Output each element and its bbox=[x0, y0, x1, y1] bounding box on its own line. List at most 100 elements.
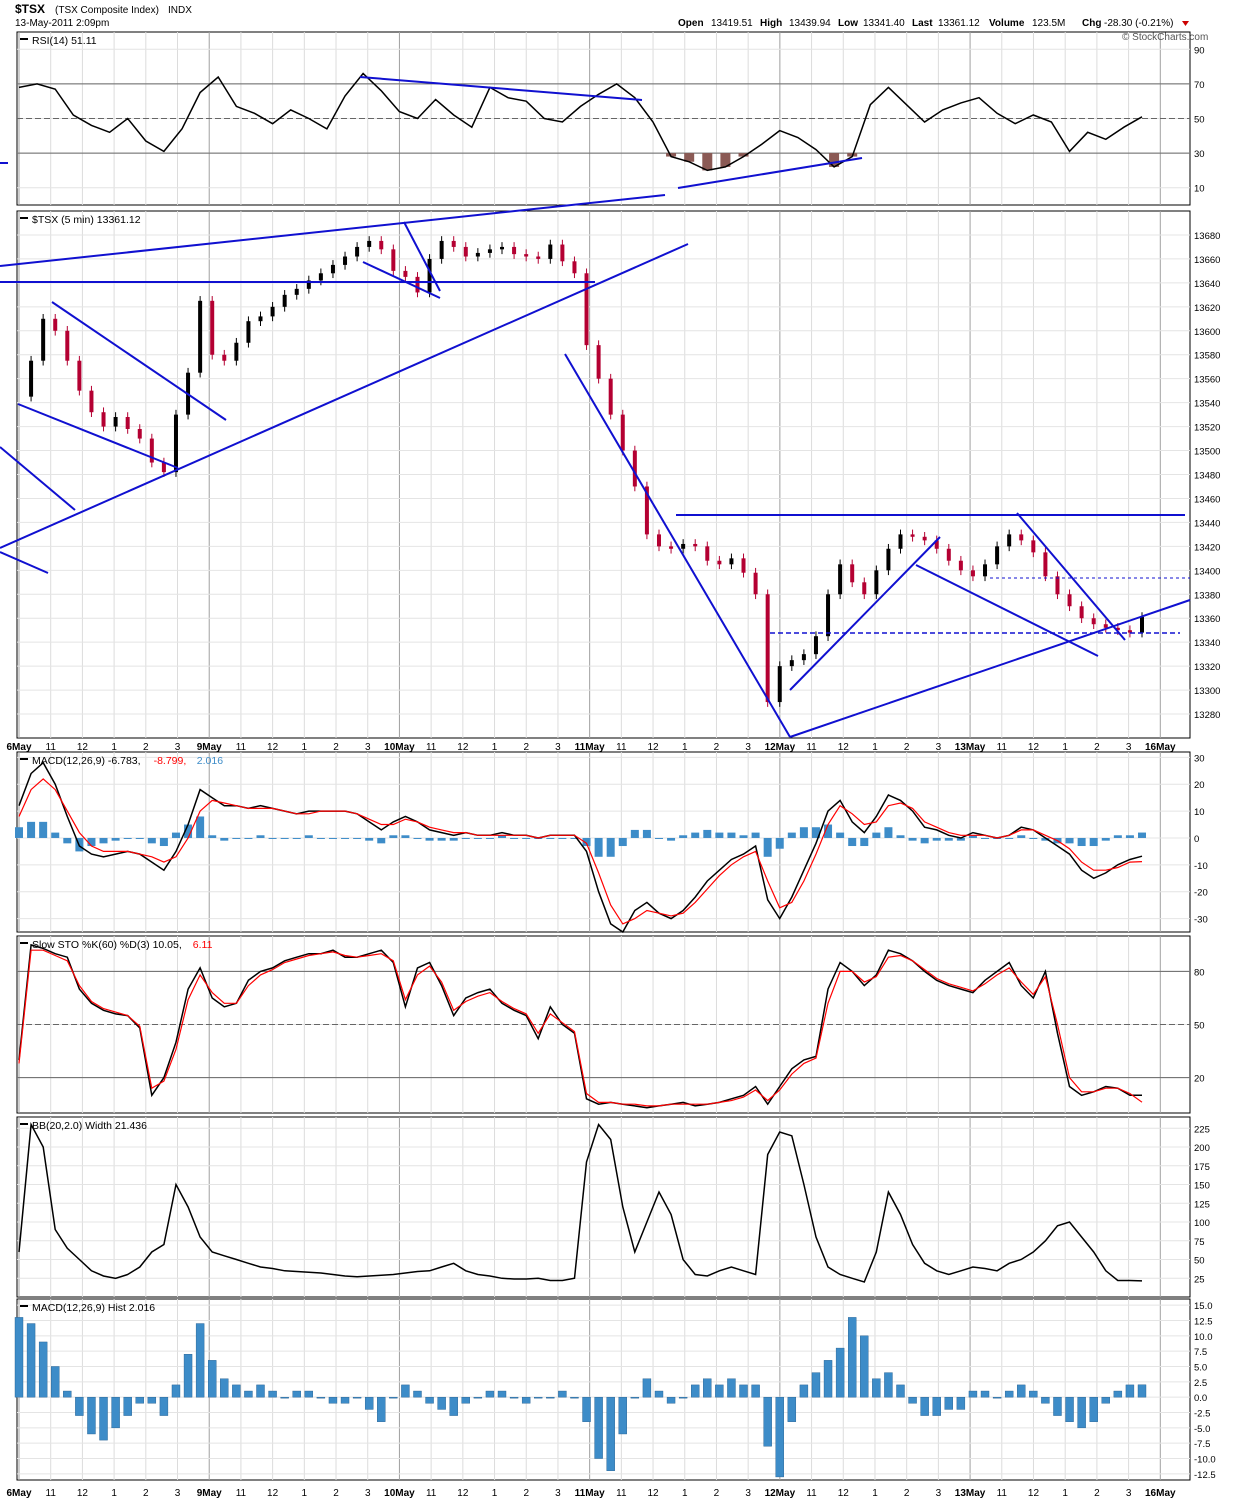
candle-body bbox=[403, 270, 408, 277]
x-tick-label: 11May bbox=[575, 742, 605, 753]
macd-histogram-bar bbox=[292, 837, 301, 839]
candle-body bbox=[693, 543, 698, 547]
histogram-bar bbox=[1101, 1396, 1110, 1404]
histogram-bar bbox=[1125, 1384, 1135, 1398]
candle-body bbox=[656, 534, 661, 547]
candle-body bbox=[475, 252, 480, 257]
candle-body bbox=[753, 572, 758, 595]
panel-frame bbox=[16, 751, 1191, 933]
candle-body bbox=[463, 246, 468, 257]
x-tick-label: 12 bbox=[77, 1488, 89, 1499]
histogram-bar bbox=[195, 1323, 205, 1398]
macd-histogram-bar bbox=[461, 837, 470, 839]
x-tick-label: 2 bbox=[714, 742, 720, 753]
trendline bbox=[0, 194, 666, 267]
y-tick-label: 13500 bbox=[1194, 447, 1220, 458]
candle-body bbox=[125, 417, 130, 429]
y-tick-label: 200 bbox=[1194, 1143, 1210, 1154]
y-tick-label: 50 bbox=[1194, 1021, 1205, 1032]
x-tick-label: 6May bbox=[6, 742, 31, 753]
x-tick-label: 3 bbox=[745, 742, 751, 753]
candle-body bbox=[439, 240, 444, 259]
y-tick-label: 10 bbox=[1194, 807, 1205, 818]
macd-histogram-bar bbox=[824, 824, 833, 838]
candle-body bbox=[958, 560, 963, 571]
candle-body bbox=[1067, 594, 1072, 607]
candle-body bbox=[983, 564, 988, 577]
y-tick-label: 13580 bbox=[1194, 351, 1220, 362]
histogram-bar bbox=[328, 1396, 338, 1404]
macd-histogram-bar bbox=[606, 837, 615, 857]
y-tick-label: 50 bbox=[1194, 1256, 1205, 1267]
macd-histogram-bar bbox=[1041, 837, 1050, 841]
candle-body bbox=[946, 548, 951, 561]
legend-swatch bbox=[20, 758, 28, 760]
candle-body bbox=[161, 462, 166, 473]
macd-histogram-bar bbox=[220, 837, 229, 841]
macd-histogram-bar bbox=[920, 837, 929, 844]
x-tick-label: 1 bbox=[872, 1488, 878, 1499]
candle-body bbox=[29, 360, 34, 397]
y-tick-label: 5.0 bbox=[1194, 1362, 1207, 1373]
candle-body bbox=[584, 273, 589, 346]
candle-body bbox=[77, 360, 82, 391]
histogram-bar bbox=[618, 1396, 627, 1435]
histogram-bar bbox=[751, 1384, 760, 1398]
candle-body bbox=[729, 558, 734, 565]
macd-histogram-bar bbox=[703, 829, 712, 838]
datetime: 13-May-2011 2:09pm bbox=[15, 18, 109, 29]
candle-body bbox=[198, 300, 203, 373]
histogram-bar bbox=[220, 1378, 229, 1398]
macd-histogram-bar bbox=[304, 835, 313, 838]
histogram-bar bbox=[437, 1396, 446, 1410]
candle-body bbox=[210, 300, 215, 355]
high-label: High bbox=[760, 18, 782, 29]
y-tick-label: 13480 bbox=[1194, 471, 1220, 482]
histogram-bar bbox=[944, 1396, 953, 1410]
macd-histogram-bar bbox=[896, 835, 905, 838]
x-tick-label: 16May bbox=[1145, 742, 1176, 753]
histogram-bar bbox=[920, 1396, 929, 1416]
histogram-bar bbox=[1137, 1384, 1147, 1398]
histogram-bar bbox=[992, 1396, 1002, 1399]
candle-body bbox=[415, 276, 420, 293]
candle-body bbox=[53, 318, 58, 331]
macd-histogram-bar bbox=[1029, 837, 1038, 839]
macd-histogram-bar bbox=[353, 837, 362, 839]
x-tick-label: 12 bbox=[457, 1488, 469, 1499]
y-tick-label: 13620 bbox=[1194, 303, 1220, 314]
candle-body bbox=[379, 240, 384, 250]
legend-text: RSI(14) 51.11 bbox=[32, 35, 97, 47]
series-line bbox=[18, 943, 1143, 1109]
legend-swatch bbox=[20, 1123, 28, 1125]
chg-value: -28.30 (-0.21%) bbox=[1104, 18, 1173, 29]
last-value: 13361.12 bbox=[938, 18, 980, 29]
macd-histogram-bar bbox=[968, 835, 977, 838]
series-line bbox=[18, 761, 1143, 934]
macd-histogram-bar bbox=[570, 837, 579, 839]
candle-body bbox=[1140, 617, 1144, 633]
macd-histogram-bar bbox=[232, 837, 241, 839]
x-tick-label: 12 bbox=[647, 742, 659, 753]
macd-histogram-bar bbox=[256, 835, 265, 838]
histogram-bar bbox=[509, 1396, 519, 1399]
macd-histogram-bar bbox=[956, 837, 965, 841]
macd-histogram-bar bbox=[268, 837, 277, 839]
candle-body bbox=[560, 244, 565, 262]
y-tick-label: 10.0 bbox=[1194, 1332, 1213, 1343]
x-tick-label: 11 bbox=[236, 742, 247, 753]
x-tick-label: 1 bbox=[682, 1488, 688, 1499]
macd-histogram-bar bbox=[944, 837, 953, 841]
histogram-bar bbox=[811, 1372, 821, 1398]
macd-histogram-bar bbox=[341, 837, 350, 839]
histogram-bar bbox=[956, 1396, 966, 1410]
x-tick-label: 9May bbox=[197, 1488, 222, 1499]
histogram-bar bbox=[678, 1396, 688, 1399]
macd-histogram-bar bbox=[630, 829, 639, 838]
y-tick-label: 125 bbox=[1194, 1199, 1210, 1210]
candle-body bbox=[330, 264, 335, 274]
trendline bbox=[359, 76, 643, 101]
y-tick-label: 30 bbox=[1194, 149, 1205, 160]
macd-histogram-bar bbox=[413, 837, 422, 839]
macd-histogram-bar bbox=[799, 827, 808, 838]
